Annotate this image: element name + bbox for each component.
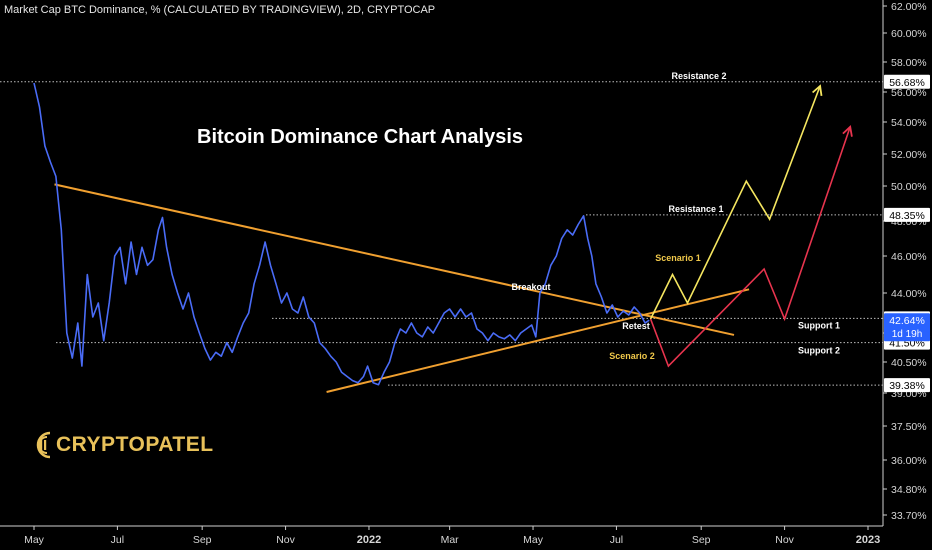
y-tick-label: 62.00% xyxy=(891,1,927,13)
y-tick-label: 37.50% xyxy=(891,421,927,433)
cryptopatel-logo: CRYPTOPATEL xyxy=(32,428,214,462)
x-tick-label: 2022 xyxy=(357,534,381,546)
x-tick-label: Nov xyxy=(775,534,794,546)
y-tick-label: 60.00% xyxy=(891,28,927,40)
trendlines xyxy=(54,183,750,393)
y-tick-label: 58.00% xyxy=(891,57,927,69)
y-tick-label: 52.00% xyxy=(891,149,927,161)
scenario-paths: Scenario 1 Scenario 2 xyxy=(609,84,853,368)
trendline[interactable] xyxy=(326,288,750,393)
y-tick-label: 34.80% xyxy=(891,484,927,496)
y-tick-label: 36.00% xyxy=(891,455,927,467)
chart-title: Bitcoin Dominance Chart Analysis xyxy=(197,126,523,148)
svg-text:39.38%: 39.38% xyxy=(889,380,925,392)
symbol-header: Market Cap BTC Dominance, % (CALCULATED … xyxy=(4,4,436,16)
x-tick-label: Jul xyxy=(111,534,124,546)
level-label: Support 2 xyxy=(798,346,840,356)
y-tick-label: 50.00% xyxy=(891,181,927,193)
svg-text:48.35%: 48.35% xyxy=(889,210,925,222)
x-tick-label: Mar xyxy=(441,534,460,546)
current-price-badge: 42.64% 1d 19h xyxy=(884,313,930,342)
y-tick-label: 56.00% xyxy=(891,87,927,99)
y-tick-label: 46.00% xyxy=(891,251,927,263)
y-tick-label: 33.70% xyxy=(891,510,927,522)
cryptopatel-mark-icon xyxy=(36,431,51,459)
y-axis[interactable]: 62.00% 60.00% 58.00% 56.00% 54.00% 52.00% 50.0… xyxy=(882,0,930,526)
x-tick-label: Sep xyxy=(692,534,711,546)
level-label: Resistance 2 xyxy=(671,71,726,81)
y-tick-label: 40.50% xyxy=(891,357,927,369)
svg-text:56.68%: 56.68% xyxy=(889,77,925,89)
horizontal-levels: Resistance 2 Resistance 1 Support 1 Support… xyxy=(0,71,883,386)
trendline[interactable] xyxy=(54,183,735,336)
y-tick-label: 54.00% xyxy=(891,117,927,129)
logo-text: CRYPTOPATEL xyxy=(56,433,214,456)
scenario-label: Scenario 2 xyxy=(609,351,655,361)
x-tick-label: May xyxy=(523,534,544,546)
x-tick-label: Nov xyxy=(276,534,295,546)
x-tick-label: Sep xyxy=(193,534,212,546)
annotation-label: Breakout xyxy=(511,282,550,292)
scenario-arrowhead xyxy=(842,125,853,137)
price-badge: 39.38% xyxy=(884,378,930,393)
level-label: Resistance 1 xyxy=(668,204,723,214)
current-price-value: 42.64% xyxy=(889,315,925,327)
x-tick-label: May xyxy=(24,534,45,546)
price-line[interactable] xyxy=(33,82,650,386)
bar-countdown: 1d 19h xyxy=(892,329,923,340)
scenario-arrowhead xyxy=(812,84,823,97)
price-badge: 56.68% xyxy=(884,74,930,89)
y-tick-label: 44.00% xyxy=(891,288,927,300)
level-label: Support 1 xyxy=(798,320,840,330)
price-badge: 48.35% xyxy=(884,207,930,222)
scenario-path[interactable] xyxy=(649,85,821,320)
x-axis[interactable]: May Jul Sep Nov 2022 Mar May Jul Sep Nov 2023 xyxy=(0,525,883,546)
annotations: Breakout Retest xyxy=(511,282,649,331)
x-tick-label: Jul xyxy=(610,534,623,546)
price-series xyxy=(33,82,650,386)
scenario-label: Scenario 1 xyxy=(655,253,701,263)
scenario-path[interactable] xyxy=(649,126,851,368)
annotation-label: Retest xyxy=(622,321,650,331)
x-tick-label: 2023 xyxy=(856,534,880,546)
